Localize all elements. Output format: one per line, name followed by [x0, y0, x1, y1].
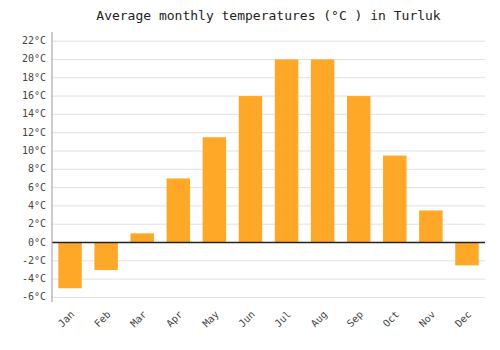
- bar: [130, 233, 153, 242]
- y-tick-label: 0°C: [28, 237, 46, 248]
- x-tick-labels: Jan Feb Mar Apr May Jun Jul Aug Sep Oct Nov Dec: [56, 309, 473, 330]
- bar: [58, 243, 81, 289]
- bar: [419, 210, 442, 242]
- y-tick-label: -4°C: [22, 273, 46, 284]
- y-tick-label: 14°C: [22, 108, 46, 119]
- bar: [383, 156, 406, 243]
- grid-line: [52, 169, 485, 170]
- title: Average monthly temperatures (°C ) in Tu…: [96, 8, 441, 23]
- chart-container: -6°C -4°C -2°C 0°C 2°C 4°C 6°C 8°C 10°C 12°C 14°C 1…: [0, 0, 500, 350]
- y-tick-label: 8°C: [28, 163, 46, 174]
- x-tick-label: Apr: [164, 309, 185, 330]
- y-tick-label: -6°C: [22, 291, 46, 302]
- y-tick-label: 12°C: [22, 127, 46, 138]
- bar: [311, 59, 334, 242]
- y-tick-label: 4°C: [28, 200, 46, 211]
- grid-line: [52, 41, 485, 42]
- bar: [167, 178, 190, 242]
- x-tick-label: Sep: [345, 309, 366, 330]
- chart: -6°C -4°C -2°C 0°C 2°C 4°C 6°C 8°C 10°C 12°C 14°C 1…: [0, 0, 500, 350]
- x-tick-label: Nov: [417, 309, 438, 330]
- x-tick-label: Mar: [128, 309, 149, 330]
- baseline: [52, 242, 485, 244]
- x-tick-label: Feb: [92, 309, 113, 330]
- grid-line: [52, 150, 485, 151]
- grid-line: [52, 114, 485, 115]
- bars: [58, 59, 478, 288]
- grid-line: [52, 59, 485, 60]
- grid-line: [52, 242, 485, 243]
- x-tick-label: Jul: [272, 309, 293, 330]
- y-axis-line: [52, 32, 53, 302]
- y-tick-label: 18°C: [22, 72, 46, 83]
- x-tick-label: Aug: [309, 309, 330, 330]
- bar: [94, 243, 117, 270]
- grid-line: [52, 96, 485, 97]
- y-tick-label: 20°C: [22, 53, 46, 64]
- x-tick-label: Jan: [56, 309, 77, 330]
- x-tick-label: May: [200, 309, 221, 330]
- grid-line: [52, 279, 485, 280]
- x-tick-label: Dec: [453, 309, 474, 330]
- x-tick-label: Jun: [236, 309, 257, 330]
- y-tick-labels: -6°C -4°C -2°C 0°C 2°C 4°C 6°C 8°C 10°C 12°C 14°C 1…: [22, 35, 46, 302]
- bar: [239, 96, 262, 242]
- grid-line: [52, 205, 485, 206]
- grid-line: [52, 77, 485, 78]
- page: {"chart_data": {"type": "bar", "title": …: [0, 0, 500, 350]
- y-tick-label: 10°C: [22, 145, 46, 156]
- y-tick-label: 22°C: [22, 35, 46, 46]
- grid-line: [52, 297, 485, 298]
- y-tick-label: -2°C: [22, 255, 46, 266]
- y-tick-label: 6°C: [28, 182, 46, 193]
- grid-line: [52, 187, 485, 188]
- bar: [203, 137, 226, 242]
- bar: [455, 243, 478, 266]
- bar: [275, 59, 298, 242]
- y-tick-label: 16°C: [22, 90, 46, 101]
- x-tick-label: Oct: [381, 309, 402, 330]
- y-grid: [52, 41, 485, 297]
- y-tick-label: 2°C: [28, 218, 46, 229]
- bar: [347, 96, 370, 242]
- grid-line: [52, 132, 485, 133]
